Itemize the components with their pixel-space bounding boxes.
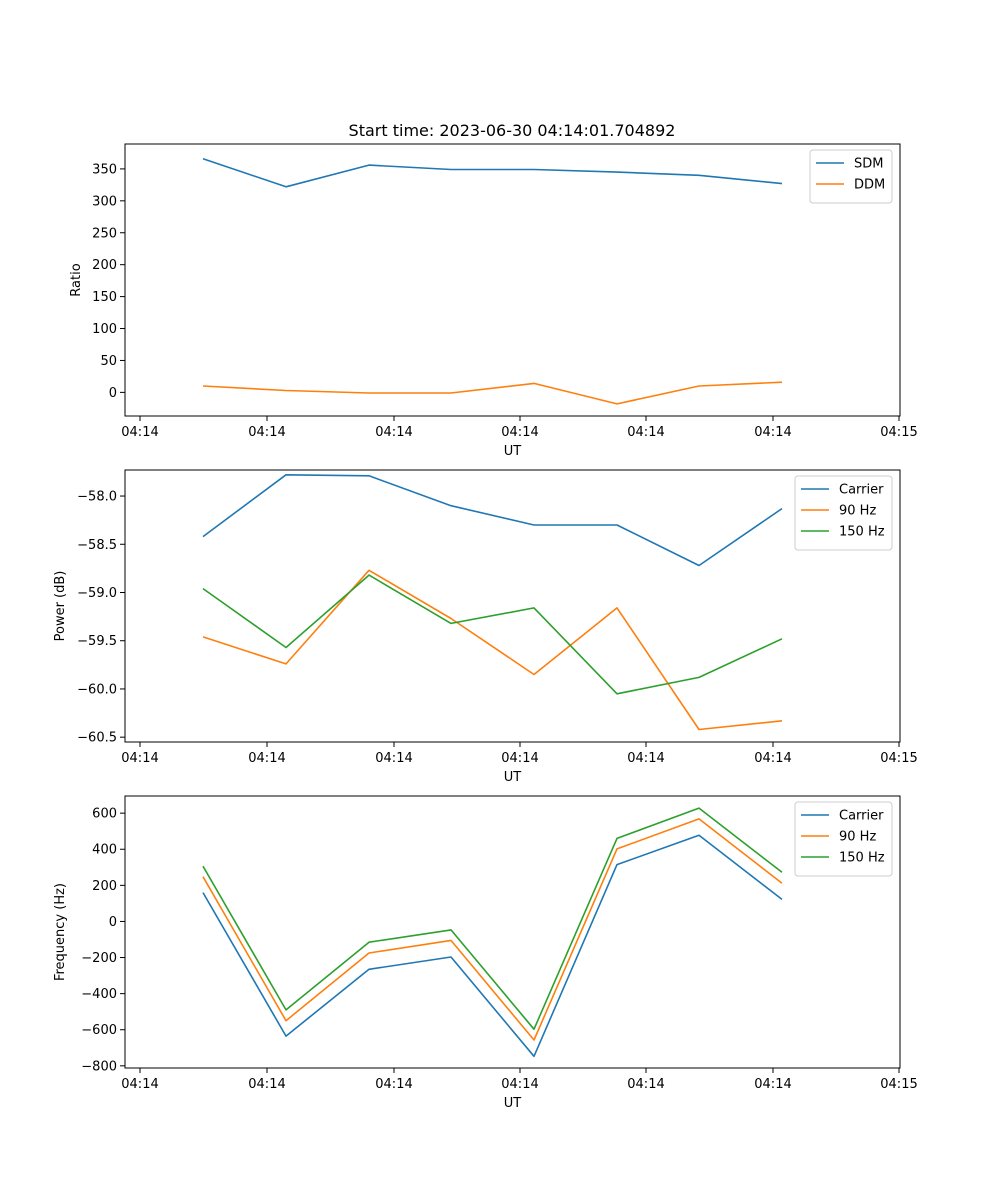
x-tick-label: 04:14: [248, 425, 285, 440]
series-line-carrier: [202, 473, 783, 567]
legend-entry: 150 Hz: [839, 851, 885, 866]
legend-entry: DDM: [854, 178, 885, 193]
series-line-sdm: [202, 157, 783, 188]
legend: SDM DDM: [809, 149, 893, 204]
y-tick-label: −800: [81, 1059, 117, 1074]
y-tick-label: 100: [92, 322, 117, 337]
x-tick-label: 04:15: [880, 425, 917, 440]
x-tick-label: 04:14: [501, 425, 538, 440]
y-tick-label: 350: [92, 162, 117, 177]
x-tick-label: 04:14: [627, 751, 664, 766]
y-tick-label: −58.5: [77, 538, 117, 553]
y-axis-label: Power (dB): [53, 571, 68, 642]
x-tick-label: 04:14: [627, 1077, 664, 1092]
y-tick-label: −59.5: [77, 634, 117, 649]
axes-frame: [124, 143, 901, 417]
legend-entry: 90 Hz: [839, 830, 876, 845]
series-line-ddm: [202, 381, 783, 405]
series-line-90-hz: [202, 818, 783, 1041]
x-tick-label: 04:14: [501, 1077, 538, 1092]
y-tick-label: −59.0: [77, 586, 117, 601]
y-tick-label: 0: [109, 915, 117, 930]
series-line-150-hz: [202, 807, 783, 1030]
axes-frame: [124, 795, 901, 1069]
x-tick-label: 04:15: [880, 1077, 917, 1092]
x-tick-label: 04:14: [375, 1077, 412, 1092]
series-line-carrier: [202, 834, 783, 1058]
axes-frame: [124, 469, 901, 743]
x-tick-label: 04:14: [501, 751, 538, 766]
y-tick-label: −60.5: [77, 731, 117, 746]
series-line-90-hz: [202, 569, 783, 731]
x-tick-label: 04:14: [375, 751, 412, 766]
series-line-150-hz: [202, 574, 783, 695]
x-tick-label: 04:14: [121, 1077, 158, 1092]
legend: Carrier 90 Hz 150 Hz: [794, 801, 893, 877]
subplots: 04:14 04:14 04:14 04:14 04:14 04:14 04:15 0 50 10…: [53, 143, 918, 1111]
figure-title: Start time: 2023-06-30 04:14:01.704892: [349, 121, 676, 140]
x-axis-label: UT: [504, 770, 522, 785]
y-tick-label: 0: [109, 386, 117, 401]
x-axis-label: UT: [504, 1096, 522, 1111]
y-axis-label: Ratio: [69, 263, 84, 296]
legend: Carrier 90 Hz 150 Hz: [794, 475, 893, 551]
y-tick-label: −200: [81, 951, 117, 966]
y-tick-label: 50: [100, 354, 117, 369]
legend-entry: SDM: [854, 157, 883, 172]
x-tick-label: 04:15: [880, 751, 917, 766]
y-tick-label: 250: [92, 226, 117, 241]
subplot-2: 04:14 04:14 04:14 04:14 04:14 04:14 04:15 −60.5…: [53, 469, 918, 785]
x-tick-label: 04:14: [754, 425, 791, 440]
x-tick-label: 04:14: [754, 751, 791, 766]
y-tick-label: 200: [92, 879, 117, 894]
subplot-3: 04:14 04:14 04:14 04:14 04:14 04:14 04:15 −800 −…: [53, 795, 918, 1111]
x-tick-label: 04:14: [248, 751, 285, 766]
x-tick-label: 04:14: [627, 425, 664, 440]
y-tick-label: 400: [92, 843, 117, 858]
y-tick-label: 300: [92, 194, 117, 209]
subplot-1: 04:14 04:14 04:14 04:14 04:14 04:14 04:15 0 50 10…: [69, 143, 918, 459]
y-tick-label: 200: [92, 258, 117, 273]
legend-entry: 90 Hz: [839, 504, 876, 519]
x-tick-label: 04:14: [248, 1077, 285, 1092]
y-tick-label: −58.0: [77, 490, 117, 505]
x-tick-label: 04:14: [121, 751, 158, 766]
legend-entry: 150 Hz: [839, 525, 885, 540]
legend-entry: Carrier: [839, 483, 884, 498]
x-tick-label: 04:14: [375, 425, 412, 440]
legend-entry: Carrier: [839, 809, 884, 824]
y-tick-label: −600: [81, 1023, 117, 1038]
x-tick-label: 04:14: [121, 425, 158, 440]
y-tick-label: 600: [92, 807, 117, 822]
y-tick-label: −400: [81, 987, 117, 1002]
x-axis-label: UT: [504, 444, 522, 459]
x-tick-label: 04:14: [754, 1077, 791, 1092]
y-tick-label: 150: [92, 290, 117, 305]
y-axis-label: Frequency (Hz): [53, 883, 68, 981]
y-tick-label: −60.0: [77, 682, 117, 697]
